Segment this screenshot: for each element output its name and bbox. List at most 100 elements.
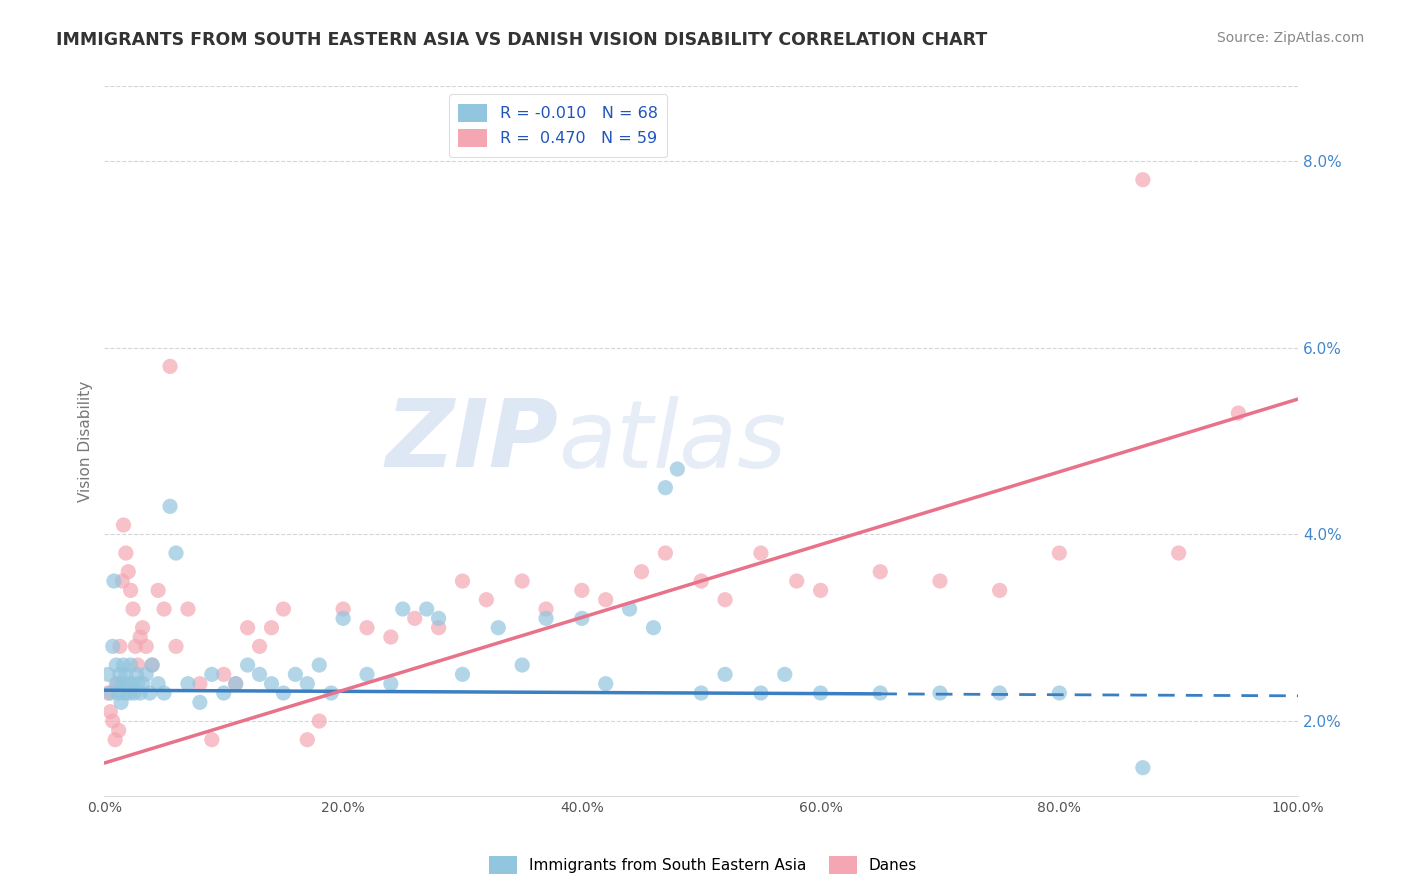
Text: ZIP: ZIP (385, 395, 558, 487)
Point (112, 518, 135, 533)
Point (159, 500, 181, 514)
Point (122, 602, 145, 616)
Point (595, 676, 617, 690)
Point (153, 602, 176, 616)
Point (786, 574, 808, 588)
Point (98, 705, 121, 719)
Point (773, 667, 796, 681)
Point (177, 602, 200, 616)
Point (427, 621, 450, 635)
Point (380, 676, 402, 690)
Point (127, 676, 149, 690)
Point (749, 686, 772, 700)
Point (619, 602, 641, 616)
Point (146, 583, 169, 598)
Point (135, 640, 157, 654)
Point (107, 723, 129, 738)
Point (165, 546, 187, 560)
Point (111, 676, 134, 690)
Point (141, 658, 163, 673)
Point (332, 611, 354, 625)
Point (127, 658, 149, 673)
Point (988, 686, 1011, 700)
Point (104, 732, 127, 747)
Point (308, 658, 330, 673)
Point (451, 574, 474, 588)
Point (129, 630, 152, 644)
Text: atlas: atlas (558, 395, 786, 486)
Point (988, 583, 1011, 598)
Point (153, 686, 176, 700)
Point (297, 676, 319, 690)
Point (120, 583, 142, 598)
Point (129, 686, 152, 700)
Point (249, 667, 271, 681)
Point (146, 676, 169, 690)
Point (114, 686, 136, 700)
Point (273, 602, 295, 616)
Point (101, 640, 124, 654)
Point (929, 686, 952, 700)
Point (1047, 546, 1070, 560)
Point (225, 676, 247, 690)
Point (510, 574, 533, 588)
Point (188, 676, 211, 690)
Point (236, 621, 259, 635)
Y-axis label: Vision Disability: Vision Disability (79, 380, 93, 501)
Point (105, 658, 128, 673)
Point (643, 621, 665, 635)
Point (749, 546, 772, 560)
Point (107, 686, 129, 700)
Point (110, 695, 132, 709)
Point (1132, 172, 1154, 186)
Point (595, 592, 617, 607)
Point (177, 676, 200, 690)
Point (98, 686, 121, 700)
Point (571, 611, 593, 625)
Point (124, 640, 146, 654)
Text: Source: ZipAtlas.com: Source: ZipAtlas.com (1216, 31, 1364, 45)
Point (201, 732, 224, 747)
Point (108, 667, 131, 681)
Point (714, 592, 737, 607)
Point (236, 658, 259, 673)
Point (108, 640, 131, 654)
Point (356, 621, 378, 635)
Point (810, 583, 832, 598)
Point (714, 667, 737, 681)
Point (571, 583, 593, 598)
Point (125, 667, 148, 681)
Point (135, 667, 157, 681)
Point (141, 658, 163, 673)
Point (111, 574, 134, 588)
Point (415, 602, 437, 616)
Point (260, 621, 283, 635)
Point (212, 686, 235, 700)
Point (107, 676, 129, 690)
Point (115, 667, 138, 681)
Point (475, 592, 498, 607)
Point (117, 676, 139, 690)
Legend: R = -0.010   N = 68, R =  0.470   N = 59: R = -0.010 N = 68, R = 0.470 N = 59 (449, 95, 668, 157)
Point (273, 686, 295, 700)
Point (690, 574, 713, 588)
Point (1167, 546, 1189, 560)
Point (249, 640, 271, 654)
Point (165, 640, 187, 654)
Point (654, 481, 676, 495)
Point (97, 667, 120, 681)
Point (212, 667, 235, 681)
Point (260, 676, 283, 690)
Point (534, 611, 557, 625)
Point (112, 658, 135, 673)
Point (929, 574, 952, 588)
Point (284, 667, 307, 681)
Point (122, 686, 145, 700)
Point (131, 621, 153, 635)
Point (105, 676, 128, 690)
Point (159, 359, 181, 374)
Point (117, 565, 139, 579)
Point (534, 602, 557, 616)
Point (332, 602, 354, 616)
Point (391, 602, 413, 616)
